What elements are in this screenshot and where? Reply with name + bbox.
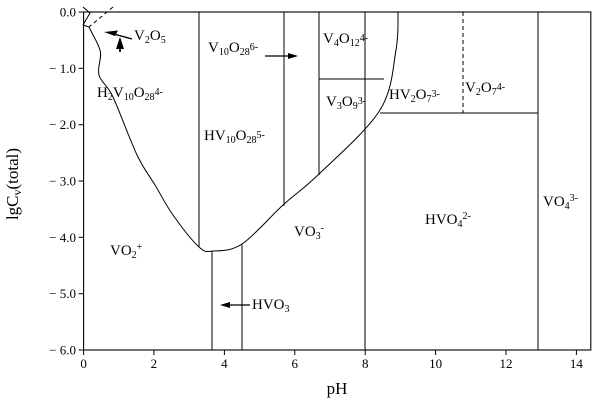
svg-text:V3O93-: V3O93-	[326, 94, 366, 112]
svg-text:H2V10O284-: H2V10O284-	[97, 85, 163, 103]
svg-text:HV10O285-: HV10O285-	[204, 128, 265, 146]
svg-text:8: 8	[362, 356, 369, 371]
svg-text:− 5.0: − 5.0	[49, 286, 76, 301]
svg-text:V10O286-: V10O286-	[208, 40, 258, 58]
svg-text:2: 2	[151, 356, 158, 371]
svg-text:lgCv(total): lgCv(total)	[3, 148, 24, 220]
svg-text:6: 6	[292, 356, 299, 371]
svg-text:V2O5: V2O5	[134, 28, 166, 46]
svg-text:− 3.0: − 3.0	[49, 174, 76, 189]
svg-text:VO2+: VO2+	[110, 242, 143, 261]
svg-text:− 2.0: − 2.0	[49, 117, 76, 132]
svg-text:VO3-: VO3-	[294, 223, 324, 242]
svg-text:HV2O73-: HV2O73-	[389, 87, 440, 105]
svg-text:− 6.0: − 6.0	[49, 343, 76, 358]
svg-text:V2O74-: V2O74-	[465, 80, 505, 98]
svg-text:0.0: 0.0	[60, 5, 76, 20]
svg-text:pH: pH	[327, 379, 348, 398]
svg-text:VO43-: VO43-	[543, 193, 578, 212]
svg-text:14: 14	[570, 356, 584, 371]
svg-text:HVO42-: HVO42-	[425, 211, 471, 230]
svg-text:V4O124-: V4O124-	[323, 31, 368, 49]
svg-text:HVO3: HVO3	[252, 297, 290, 315]
svg-text:− 1.0: − 1.0	[49, 61, 76, 76]
svg-text:10: 10	[429, 356, 442, 371]
svg-text:12: 12	[500, 356, 513, 371]
svg-text:4: 4	[221, 356, 228, 371]
svg-text:− 4.0: − 4.0	[49, 230, 76, 245]
svg-text:0: 0	[80, 356, 87, 371]
